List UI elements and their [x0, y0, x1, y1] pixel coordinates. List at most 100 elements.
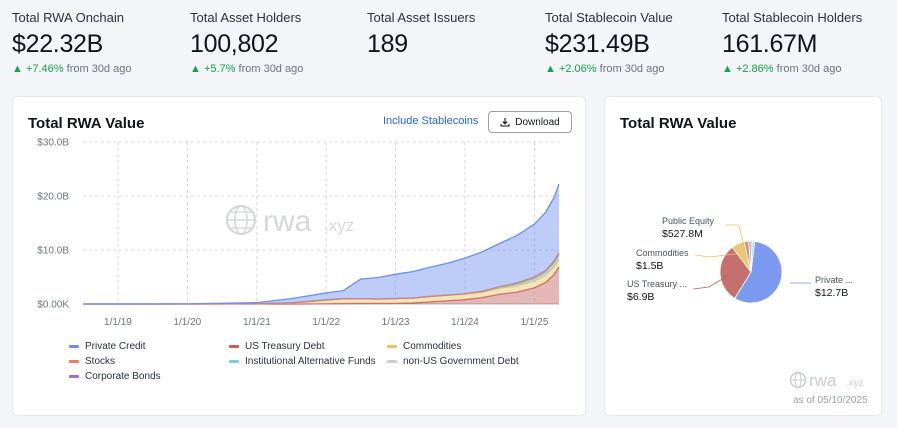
stat-change-period: from 30d ago [238, 63, 304, 75]
stat-value: $22.32B [12, 30, 104, 58]
pie-leaders [692, 224, 811, 290]
as-of-date: as of 05/10/2025 [793, 395, 868, 406]
include-stablecoins-link[interactable]: Include Stablecoins [383, 115, 479, 127]
stat-value: 100,802 [190, 30, 279, 58]
stat-label: Total Stablecoin Value [545, 10, 673, 25]
pie-slice-private-credit[interactable] [734, 240, 783, 304]
up-arrow-icon: ▲ [545, 63, 556, 75]
up-arrow-icon: ▲ [12, 63, 23, 75]
legend-label: US Treasury Debt [245, 341, 325, 352]
stat-change: ▲ +2.86% from 30d ago [722, 63, 862, 75]
legend-label: Corporate Bonds [85, 371, 161, 382]
y-axis-ticks: $30.0B $20.0B $10.0B $0.00K [37, 138, 69, 311]
legend-item-corporate-bonds[interactable]: Corporate Bonds [69, 371, 161, 382]
stat-total-asset-holders: Total Asset Holders 100,802 ▲ +5.7% from… [190, 10, 303, 75]
card-title: Total RWA Value [28, 115, 145, 132]
stat-value: 161.67M [722, 30, 818, 58]
x-axis-ticks: 1/1/19 1/1/20 1/1/21 1/1/22 1/1/23 1/1/24 1/1/… [104, 317, 549, 328]
stat-label: Total Asset Holders [190, 10, 302, 25]
y-tick-label: $30.0B [37, 138, 69, 149]
watermark-suffix: .xyz [324, 216, 354, 235]
pie-value-commodities: $1.5B [636, 260, 663, 272]
legend-label: Institutional Alternative Funds [245, 356, 376, 367]
legend-item-us-treasury-debt[interactable]: US Treasury Debt [229, 341, 324, 352]
pie-label-commodities: Commodities [636, 248, 689, 258]
legend-swatch [229, 345, 239, 348]
legend-item-commodities[interactable]: Commodities [387, 341, 461, 352]
pie-value-private-credit: $12.7B [815, 287, 848, 299]
legend-label: Stocks [85, 356, 116, 367]
download-icon [500, 118, 510, 127]
stat-label: Total RWA Onchain [12, 10, 124, 25]
x-tick-label: 1/1/22 [312, 317, 340, 328]
pie-slice-us-treasury-debt[interactable] [719, 246, 752, 299]
stat-change-value: +5.7% [203, 63, 236, 75]
area-series-group [83, 183, 560, 305]
legend-item-stocks[interactable]: Stocks [69, 356, 115, 367]
chart-legend: Private Credit US Treasury Debt Commodit… [69, 341, 569, 391]
legend-item-institutional-alt-funds[interactable]: Institutional Alternative Funds [229, 356, 376, 367]
x-tick-label: 1/1/20 [173, 317, 201, 328]
stat-total-stablecoin-holders: Total Stablecoin Holders 161.67M ▲ +2.86… [722, 10, 862, 75]
watermark-text: rwa [809, 371, 837, 390]
legend-swatch [387, 360, 397, 363]
stat-change: ▲ +7.46% from 30d ago [12, 63, 131, 75]
legend-swatch [69, 345, 79, 348]
rwa-value-area-card: Total RWA Value Include Stablecoins Down… [12, 96, 586, 416]
x-tick-label: 1/1/25 [521, 317, 549, 328]
watermark-text: rwa [263, 205, 312, 238]
legend-swatch [229, 360, 239, 363]
y-tick-label: $10.0B [37, 246, 69, 257]
stat-change: ▲ +5.7% from 30d ago [190, 63, 303, 75]
chart-grid [83, 141, 559, 305]
pie-value-public-equity: $527.8M [662, 228, 703, 240]
pie-watermark: rwa .xyz [789, 371, 864, 390]
pie-label-private-credit: Private ... [815, 275, 853, 285]
card-title: Total RWA Value [620, 115, 737, 132]
chart-watermark: rwa .xyz [225, 204, 354, 238]
x-tick-label: 1/1/24 [451, 317, 479, 328]
legend-item-private-credit[interactable]: Private Credit [69, 341, 146, 352]
pie-slices-group [719, 240, 783, 304]
stat-change-period: from 30d ago [599, 63, 665, 75]
legend-item-non-us-gov-debt[interactable]: non-US Government Debt [387, 356, 519, 367]
stat-change-value: +2.86% [735, 63, 774, 75]
stat-label: Total Asset Issuers [367, 10, 476, 25]
area-line-stocks [83, 252, 560, 305]
y-tick-label: $0.00K [37, 300, 69, 311]
stats-row: Total RWA Onchain $22.32B ▲ +7.46% from … [0, 0, 897, 90]
stat-total-asset-issuers: Total Asset Issuers 189 [367, 10, 475, 59]
up-arrow-icon: ▲ [722, 63, 733, 75]
pie-value-us-treasury: $6.9B [627, 291, 654, 303]
legend-swatch [69, 360, 79, 363]
stat-value: $231.49B [545, 30, 650, 58]
pie-label-public-equity: Public Equity [662, 216, 715, 226]
x-tick-label: 1/1/21 [243, 317, 271, 328]
legend-label: non-US Government Debt [403, 356, 519, 367]
pie-slice-non-us-gov-debt[interactable] [750, 240, 756, 273]
leader-commodities [694, 253, 737, 258]
stat-total-stablecoin-value: Total Stablecoin Value $231.49B ▲ +2.06%… [545, 10, 673, 75]
stat-change-period: from 30d ago [66, 63, 132, 75]
leader-public-equity [725, 224, 746, 252]
watermark-suffix: .xyz [846, 378, 864, 389]
area-fill-private-credit [83, 184, 559, 304]
stat-change-value: +7.46% [25, 63, 64, 75]
area-chart: rwa .xyz $30.0B $20.0B $10.0B $0.00K 1/1/19… [37, 138, 560, 328]
y-tick-label: $20.0B [37, 192, 69, 203]
pie-chart: Public Equity $527.8M Commodities $1.5B … [627, 216, 864, 390]
stat-change-period: from 30d ago [776, 63, 842, 75]
x-tick-label: 1/1/23 [382, 317, 410, 328]
stat-change-value: +2.06% [558, 63, 597, 75]
stat-label: Total Stablecoin Holders [722, 10, 863, 25]
leader-us-treasury [692, 274, 730, 290]
pie-label-us-treasury: US Treasury ... [627, 279, 687, 289]
stat-total-rwa-onchain: Total RWA Onchain $22.32B ▲ +7.46% from … [12, 10, 131, 75]
download-label: Download [515, 116, 560, 128]
stat-value: 189 [367, 30, 408, 58]
legend-label: Private Credit [85, 341, 146, 352]
area-fill-us-treasury-debt [83, 266, 559, 304]
download-button[interactable]: Download [488, 111, 572, 133]
legend-swatch [387, 345, 397, 348]
area-line-private-credit [83, 183, 560, 305]
